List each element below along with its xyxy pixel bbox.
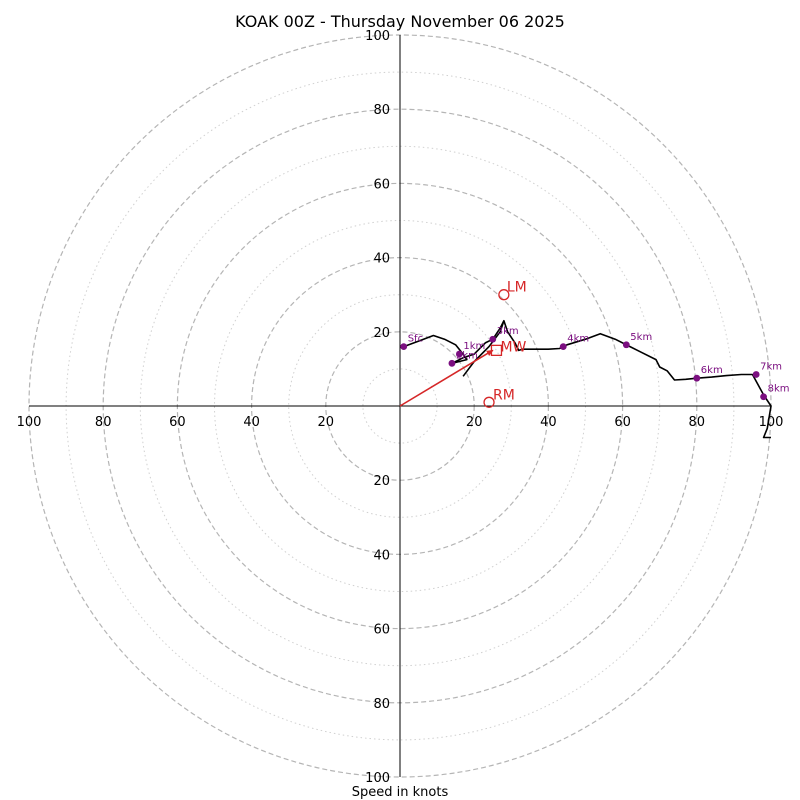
tick-label-east-40: 40 — [540, 415, 557, 430]
height-label-1km: 1km — [463, 341, 485, 352]
height-marker-Sfc — [400, 343, 408, 351]
height-label-7km: 7km — [760, 361, 782, 372]
height-label-5km: 5km — [630, 332, 652, 343]
right-mover-marker — [483, 396, 495, 408]
tick-label-north-40: 40 — [373, 252, 390, 267]
chart-title: KOAK 00Z - Thursday November 06 2025 — [235, 12, 565, 31]
tick-label-east-60: 60 — [614, 415, 631, 430]
tick-label-south-100: 100 — [365, 771, 390, 786]
tick-label-north-80: 80 — [373, 103, 390, 118]
tick-label-south-60: 60 — [373, 623, 390, 638]
height-label-2km: 2km — [456, 350, 478, 361]
height-label-8km: 8km — [768, 384, 790, 395]
hodograph-trace-group — [403, 319, 772, 439]
height-label-3km: 3km — [497, 326, 519, 337]
tick-label-west-60: 60 — [169, 415, 186, 430]
tick-label-west-80: 80 — [95, 415, 112, 430]
tick-labels: 20 20 20 20 40 40 40 40 60 60 60 60 80 80 80 80 100 100 10… — [17, 29, 784, 786]
height-label-4km: 4km — [567, 334, 589, 345]
height-marker-2km — [448, 359, 456, 367]
shear-arrow — [399, 349, 494, 407]
right-mover-label: RM — [493, 387, 515, 403]
left-mover-marker — [498, 289, 510, 301]
height-label-Sfc: Sfc — [408, 334, 423, 345]
height-marker-4km — [559, 343, 567, 351]
hodograph-trace — [403, 319, 772, 439]
tick-label-south-80: 80 — [373, 697, 390, 712]
mean-wind-marker — [490, 344, 503, 357]
tick-label-north-20: 20 — [373, 326, 390, 341]
left-mover-label: LM — [507, 280, 527, 296]
hodograph-trace-segment — [462, 320, 505, 377]
tick-label-south-20: 20 — [373, 474, 390, 489]
height-marker-7km — [752, 371, 760, 378]
height-marker-8km — [760, 393, 767, 401]
height-label-6km: 6km — [701, 365, 723, 376]
tick-label-east-80: 80 — [689, 415, 706, 430]
tick-label-south-40: 40 — [373, 548, 390, 563]
height-marker-1km — [455, 350, 463, 358]
tick-label-west-40: 40 — [243, 415, 260, 430]
tick-label-west-100: 100 — [17, 415, 42, 430]
height-marker-3km — [489, 335, 497, 343]
height-marker-5km — [622, 341, 630, 349]
storm-motion-group: LM RM MW — [399, 280, 527, 408]
tick-label-north-60: 60 — [373, 177, 390, 192]
height-marker-6km — [693, 374, 701, 382]
mean-wind-label: MW — [500, 339, 526, 355]
x-axis-label: Speed in knots — [352, 785, 449, 800]
tick-label-north-100: 100 — [365, 29, 390, 44]
tick-label-east-100: 100 — [759, 415, 784, 430]
tick-label-west-20: 20 — [318, 415, 335, 430]
tick-label-east-20: 20 — [466, 415, 483, 430]
